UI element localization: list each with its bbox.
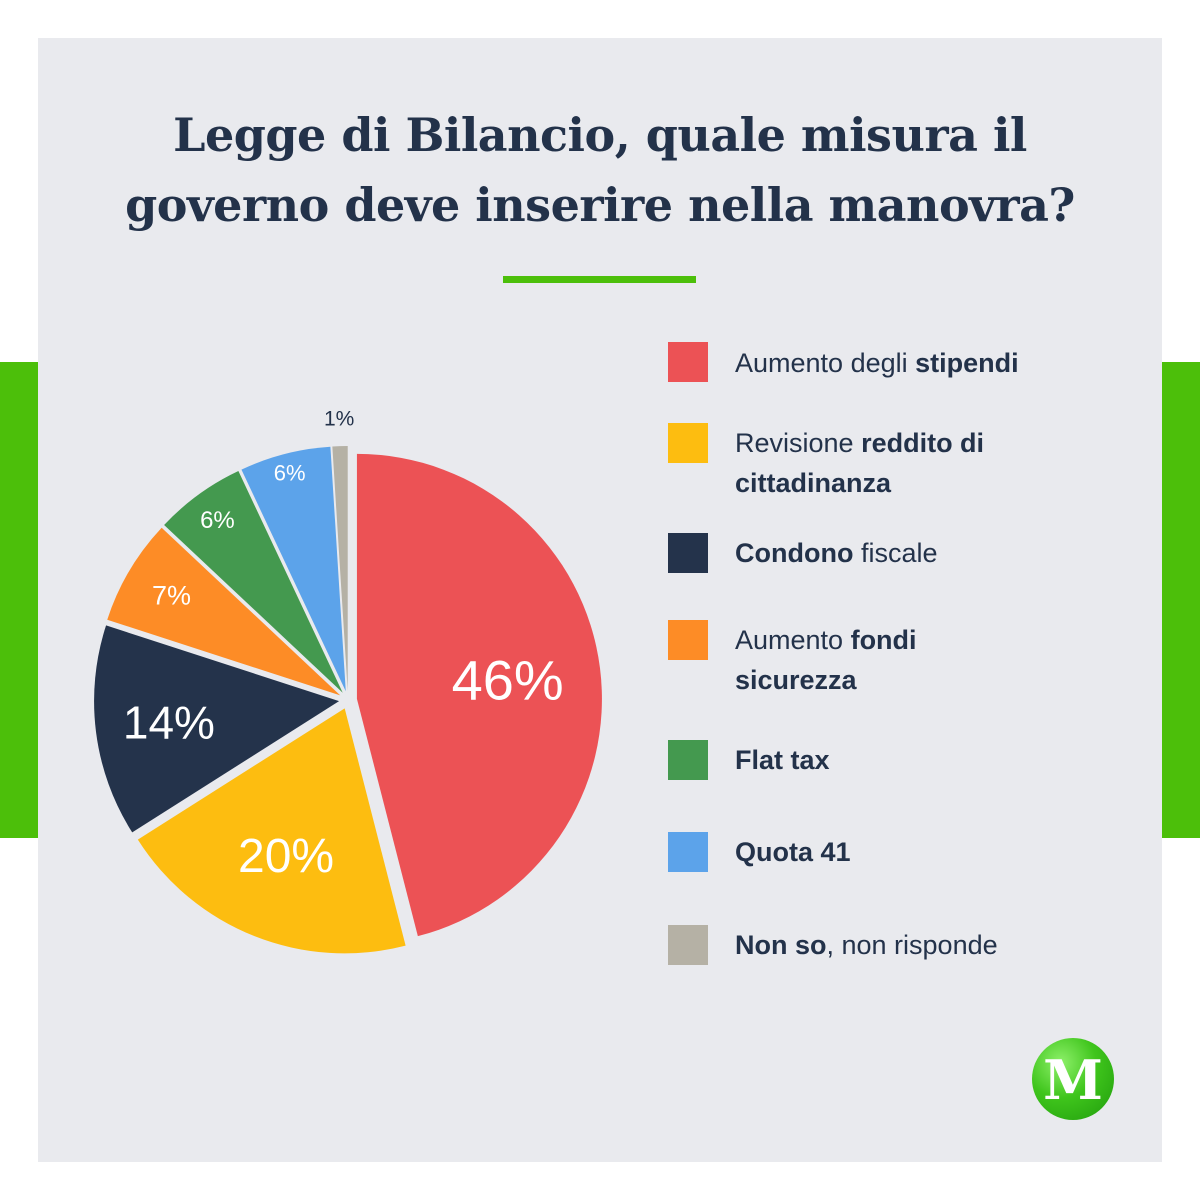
- legend-label-regular: fiscale: [853, 538, 938, 568]
- legend-label: Non so, non risponde: [735, 925, 1135, 965]
- pie-data-label: 6%: [200, 507, 235, 534]
- legend-swatch: [668, 832, 708, 872]
- legend-label-regular: Aumento degli: [735, 348, 916, 378]
- pie-slice: [356, 453, 602, 937]
- legend-label-regular: Revisione: [735, 428, 862, 458]
- legend-label-regular: , non risponde: [826, 930, 998, 960]
- legend-label: Revisione reddito di cittadinanza: [735, 423, 1065, 503]
- pie-data-label: 1%: [324, 408, 354, 431]
- brand-logo: M: [1032, 1038, 1114, 1120]
- chart-title-line-2: governo deve inserire nella manovra?: [125, 178, 1075, 232]
- pie-slice: [94, 625, 340, 833]
- legend-label: Aumento degli stipendi: [735, 343, 1135, 383]
- legend-swatch: [668, 533, 708, 573]
- pie-slice: [332, 446, 348, 692]
- legend-label-bold: fondi sicurezza: [735, 625, 917, 695]
- legend-swatch: [668, 342, 708, 382]
- legend-label-bold: Quota 41: [735, 837, 851, 867]
- title-underline: [503, 276, 696, 283]
- pie-data-label: 14%: [123, 697, 215, 749]
- left-accent-bar: [0, 362, 40, 838]
- legend-swatch: [668, 620, 708, 660]
- pie-slice: [164, 471, 343, 693]
- legend-label: Condono fiscale: [735, 533, 1135, 573]
- legend-label: Aumento fondi sicurezza: [735, 620, 1035, 700]
- legend-label-bold: Non so: [735, 930, 827, 960]
- legend-swatch: [668, 740, 708, 780]
- legend-label-bold: Flat tax: [735, 745, 830, 775]
- pie-data-label: 6%: [274, 460, 306, 485]
- legend-label-bold: stipendi: [915, 348, 1019, 378]
- chart-title: Legge di Bilancio, quale misura il gover…: [0, 100, 1200, 240]
- legend-label-bold: reddito di cittadinanza: [735, 428, 985, 498]
- legend-label-regular: Aumento: [735, 625, 851, 655]
- pie-slice: [241, 446, 346, 692]
- pie-slice: [107, 527, 341, 696]
- legend-label: Quota 41: [735, 832, 1135, 872]
- pie-data-label: 7%: [152, 581, 191, 611]
- pie-data-label: 20%: [238, 830, 334, 883]
- legend-label-bold: Condono: [735, 538, 854, 568]
- legend-label: Flat tax: [735, 740, 1135, 780]
- right-accent-bar: [1160, 362, 1200, 838]
- pie-data-label: 46%: [452, 648, 564, 711]
- legend-swatch: [668, 925, 708, 965]
- brand-logo-letter: M: [1043, 1048, 1103, 1112]
- pie-slice: [137, 708, 406, 954]
- chart-title-line-1: Legge di Bilancio, quale misura il: [173, 108, 1027, 162]
- legend-swatch: [668, 423, 708, 463]
